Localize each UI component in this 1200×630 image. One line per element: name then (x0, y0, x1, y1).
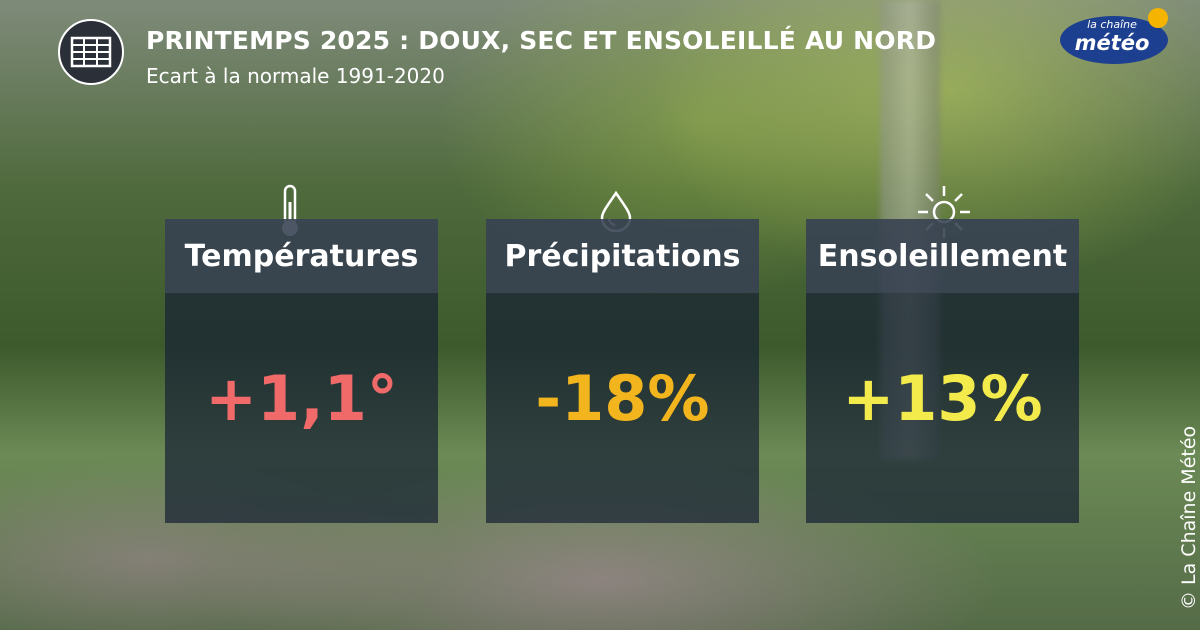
card: Températures +1,1° (165, 219, 438, 523)
subtitle: Ecart à la normale 1991-2020 (146, 64, 445, 88)
logo-line1: la chaîne (1087, 18, 1137, 31)
title: PRINTEMPS 2025 : DOUX, SEC ET ENSOLEILLÉ… (146, 26, 937, 55)
card-value: +13% (842, 361, 1043, 435)
card-label: Températures (165, 219, 438, 293)
card-value: +1,1° (205, 361, 398, 435)
table-icon (58, 19, 124, 85)
copyright: © La Chaîne Météo (1178, 425, 1200, 610)
logo: la chaîne météo (1060, 8, 1168, 64)
card-label: Précipitations (486, 219, 759, 293)
card: Précipitations -18% (486, 219, 759, 523)
logo-line2: météo (1075, 31, 1150, 55)
card: Ensoleillement +13% (806, 219, 1079, 523)
card-value: -18% (535, 361, 710, 435)
card-label: Ensoleillement (806, 219, 1079, 293)
